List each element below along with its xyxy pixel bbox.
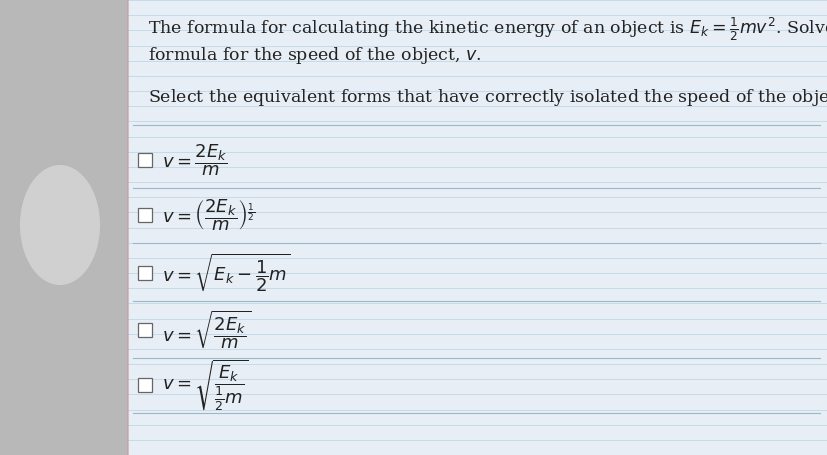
Text: formula for the speed of the object, $v$.: formula for the speed of the object, $v$… <box>148 45 481 66</box>
Text: $v = \dfrac{2E_k}{m}$: $v = \dfrac{2E_k}{m}$ <box>162 142 227 178</box>
Text: The formula for calculating the kinetic energy of an object is $E_k = \frac{1}{2: The formula for calculating the kinetic … <box>148 15 827 43</box>
Ellipse shape <box>20 165 100 285</box>
Text: $v = \sqrt{E_k - \dfrac{1}{2}m}$: $v = \sqrt{E_k - \dfrac{1}{2}m}$ <box>162 252 290 294</box>
Bar <box>138 378 152 392</box>
Bar <box>138 323 152 337</box>
Bar <box>138 153 152 167</box>
Text: Select the equivalent forms that have correctly isolated the speed of the object: Select the equivalent forms that have co… <box>148 87 827 108</box>
Bar <box>138 208 152 222</box>
Text: $v = \sqrt{\dfrac{2E_k}{m}}$: $v = \sqrt{\dfrac{2E_k}{m}}$ <box>162 309 251 351</box>
Text: $v = \left(\dfrac{2E_k}{m}\right)^{\frac{1}{2}}$: $v = \left(\dfrac{2E_k}{m}\right)^{\frac… <box>162 197 255 233</box>
Bar <box>0 0 128 455</box>
Text: $v = \sqrt{\dfrac{E_k}{\frac{1}{2}m}}$: $v = \sqrt{\dfrac{E_k}{\frac{1}{2}m}}$ <box>162 358 248 413</box>
Bar <box>138 266 152 280</box>
Bar <box>128 0 827 455</box>
